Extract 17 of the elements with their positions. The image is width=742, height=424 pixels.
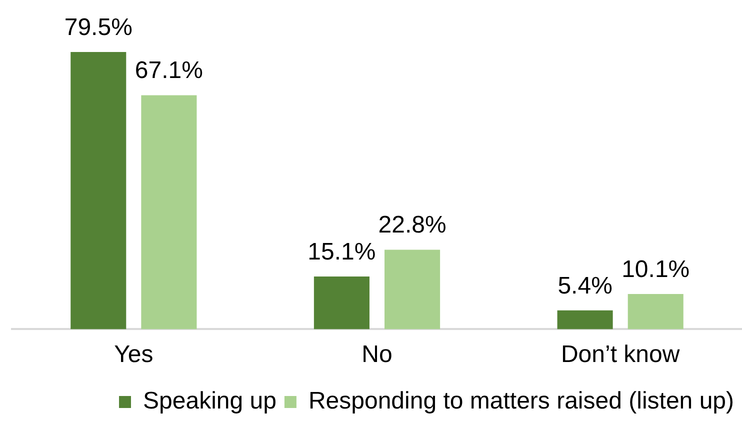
data-label: 67.1% <box>134 57 203 84</box>
legend-label: Responding to matters raised (listen up) <box>308 388 734 415</box>
bar <box>384 250 440 330</box>
data-label: 22.8% <box>378 212 446 239</box>
bar <box>141 95 197 330</box>
bar <box>70 52 126 330</box>
data-label: 5.4% <box>558 272 612 300</box>
x-tick-label: Yes <box>114 341 154 368</box>
data-label: 10.1% <box>622 256 690 283</box>
legend-label: Speaking up <box>143 388 276 415</box>
x-tick-label: No <box>362 341 392 368</box>
x-tick-label: Don’t know <box>560 341 680 368</box>
data-label: 15.1% <box>308 238 376 266</box>
bar <box>557 310 613 330</box>
bar <box>314 276 370 330</box>
data-label: 79.5% <box>64 14 132 41</box>
bar <box>628 294 684 330</box>
